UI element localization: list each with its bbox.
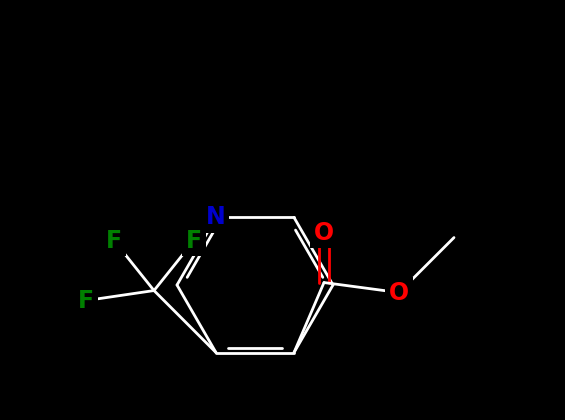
Text: O: O <box>314 220 334 244</box>
Text: N: N <box>206 205 226 229</box>
Text: F: F <box>186 228 202 252</box>
Text: F: F <box>106 228 122 252</box>
Text: O: O <box>389 281 409 304</box>
Text: F: F <box>78 289 94 312</box>
